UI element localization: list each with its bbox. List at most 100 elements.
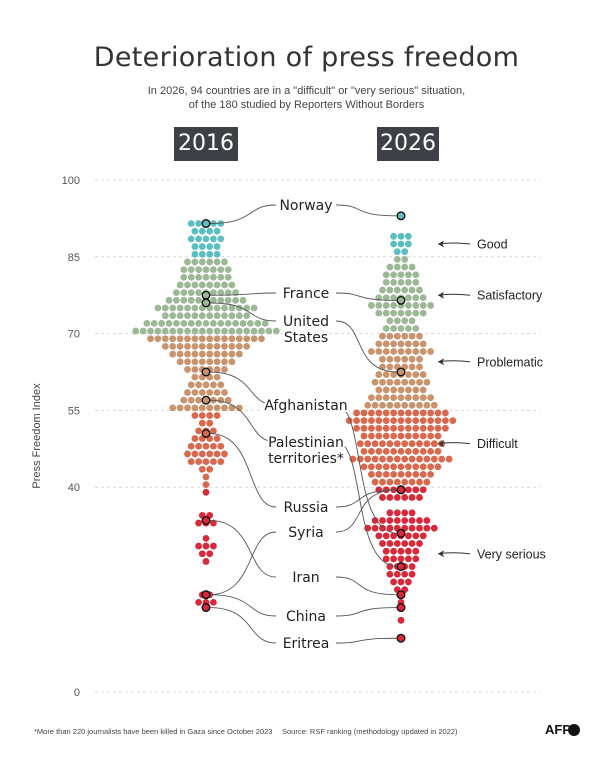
country-dot xyxy=(213,250,221,258)
country-dot xyxy=(412,463,420,471)
country-dot xyxy=(368,394,375,401)
country-dot xyxy=(161,343,169,350)
country-dot xyxy=(139,327,147,335)
country-dot xyxy=(213,358,221,366)
year-label-2016: 2016 xyxy=(174,127,238,161)
country-dot xyxy=(254,319,262,327)
highlight-dot-2026 xyxy=(396,603,406,613)
country-dot xyxy=(408,440,416,448)
country-dot xyxy=(401,332,409,340)
country-dot xyxy=(401,509,409,517)
country-dot xyxy=(386,570,394,578)
country-connector xyxy=(208,292,399,301)
country-dot xyxy=(408,563,416,570)
country-dot xyxy=(202,481,210,489)
country-dot xyxy=(195,427,203,435)
country-dot xyxy=(368,409,375,417)
country-dot xyxy=(217,458,225,465)
country-dot xyxy=(393,509,401,517)
connector-layer xyxy=(201,204,406,644)
country-dot xyxy=(393,517,401,524)
country-dot xyxy=(412,386,420,394)
country-dot xyxy=(213,389,221,396)
country-dot xyxy=(386,455,394,463)
country-dot xyxy=(434,409,442,417)
country-dot xyxy=(419,409,427,417)
country-dot xyxy=(408,478,416,486)
country-dot xyxy=(353,424,360,432)
country-dot xyxy=(250,335,258,343)
country-dot xyxy=(397,340,405,348)
country-dot xyxy=(405,371,412,378)
country-dot xyxy=(397,578,405,586)
country-dot xyxy=(379,355,386,363)
country-dot xyxy=(419,348,427,355)
country-dot xyxy=(405,471,412,478)
country-dot xyxy=(416,286,423,294)
country-dot xyxy=(371,401,379,409)
source-note: Source: RSF ranking (methodology updated… xyxy=(282,727,458,736)
country-dot xyxy=(390,417,397,425)
country-dot xyxy=(184,358,191,366)
country-dot xyxy=(423,401,431,409)
country-dot xyxy=(221,389,228,396)
country-dot xyxy=(412,417,420,425)
afp-logo-dot-icon xyxy=(568,724,580,736)
country-dot xyxy=(405,447,412,455)
country-dot xyxy=(412,447,420,455)
country-dot xyxy=(235,350,243,358)
country-dot xyxy=(243,312,251,320)
country-dot xyxy=(408,286,416,294)
country-dot xyxy=(202,558,210,565)
country-dot xyxy=(382,309,390,317)
country-dot xyxy=(390,424,397,432)
country-dot xyxy=(217,296,225,304)
country-dot xyxy=(210,458,217,465)
country-dot xyxy=(408,363,416,371)
country-dot xyxy=(206,450,214,458)
country-dot xyxy=(198,465,206,473)
country-dot xyxy=(419,294,427,302)
country-dot xyxy=(210,296,217,304)
highlight-dot-2026 xyxy=(396,562,406,572)
country-dot xyxy=(198,389,206,396)
country-dot xyxy=(184,350,191,358)
country-dot xyxy=(390,432,397,440)
country-dot xyxy=(195,273,203,281)
country-dot xyxy=(393,401,401,409)
country-dot xyxy=(202,535,210,542)
country-dot xyxy=(235,343,243,350)
country-dot xyxy=(360,432,368,440)
country-dot xyxy=(206,281,214,289)
country-dot xyxy=(202,542,210,550)
country-dot xyxy=(401,317,409,325)
country-dot xyxy=(408,540,416,547)
country-dot xyxy=(375,532,383,540)
country-dot xyxy=(184,366,191,373)
country-dot xyxy=(243,335,251,343)
country-dot xyxy=(390,371,397,378)
country-dot xyxy=(393,255,401,263)
chart-subtitle-line-1: In 2026, 94 countries are in a "difficul… xyxy=(147,85,466,97)
country-dot xyxy=(191,358,199,366)
country-dot xyxy=(390,447,397,455)
country-dot xyxy=(397,271,405,279)
country-dot xyxy=(228,343,236,350)
country-dot xyxy=(434,432,442,440)
country-dot xyxy=(379,332,386,340)
country-dot xyxy=(416,440,423,448)
y-axis-label: Press Freedom Index xyxy=(31,383,43,489)
country-dot xyxy=(364,455,372,463)
country-dot xyxy=(165,296,173,304)
country-dot xyxy=(375,471,383,478)
highlight-dot-2026 xyxy=(396,211,406,221)
country-dot xyxy=(390,547,397,555)
country-dot xyxy=(408,570,416,578)
country-dot xyxy=(405,424,412,432)
country-dot xyxy=(221,327,228,335)
country-dot xyxy=(382,279,390,286)
country-dot xyxy=(198,450,206,458)
country-dot xyxy=(375,432,383,440)
country-dot xyxy=(379,540,386,547)
country-dot xyxy=(386,286,394,294)
